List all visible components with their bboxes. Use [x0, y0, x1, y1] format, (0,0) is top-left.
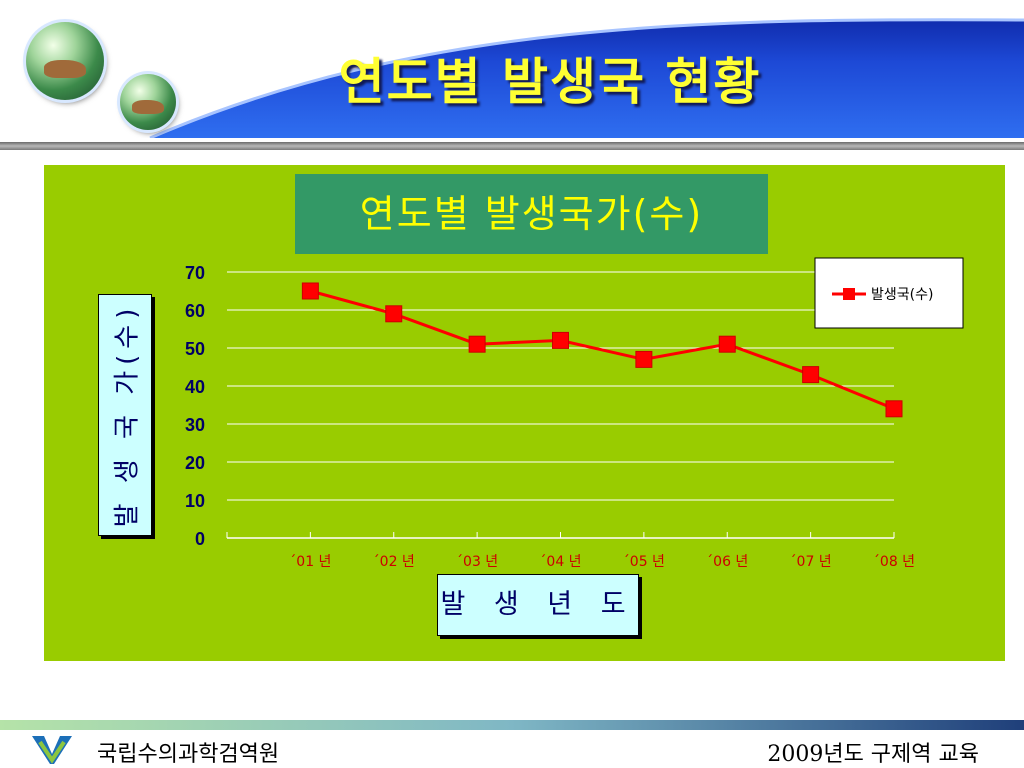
x-tick-label: ´04 년 — [539, 554, 581, 570]
cattle-orb-large-icon — [26, 22, 104, 100]
data-point — [468, 335, 486, 353]
legend-label: 발생국(수) — [871, 287, 933, 303]
organization-name: 국립수의과학검역원 — [97, 742, 280, 767]
x-tick-label: ´06 년 — [706, 554, 748, 570]
data-point — [301, 282, 319, 300]
x-tick-label: ´01 년 — [289, 554, 331, 570]
chart-legend: 발생국(수) — [814, 257, 964, 329]
data-point — [718, 335, 736, 353]
slide-title: 연도별 발생국 현황 — [338, 52, 762, 111]
footer-bar — [0, 720, 1024, 730]
y-axis-label: 발 생 국 가(수) — [112, 302, 143, 528]
data-point — [885, 400, 903, 418]
x-tick-label: ´03 년 — [456, 554, 498, 570]
chart-grid — [227, 271, 894, 501]
x-tick-label: ´05 년 — [623, 554, 665, 570]
y-tick-label: 10 — [185, 491, 205, 511]
y-axis-label-box: 발 생 국 가(수) — [98, 294, 152, 536]
data-point — [635, 350, 653, 368]
x-tick-label: ´02 년 — [373, 554, 415, 570]
y-tick-label: 0 — [195, 529, 205, 549]
y-tick-label: 40 — [185, 377, 205, 397]
chart-series — [301, 282, 903, 418]
x-tick-label: ´07 년 — [790, 554, 832, 570]
data-point — [802, 366, 820, 384]
education-label: 2009년도 구제역 교육 — [767, 742, 979, 767]
y-tick-label: 70 — [185, 263, 205, 283]
cattle-orb-small-icon — [120, 74, 176, 130]
v-logo-icon — [32, 736, 72, 764]
y-tick-label: 50 — [185, 339, 205, 359]
header-decoration — [0, 0, 1024, 138]
x-axis-label: 발 생 년 도 — [437, 574, 639, 636]
chart-axes: 0 10 20 30 40 50 60 70 ´01 년 ´02 년 ´03 년 ´04 년 ´05 년… — [185, 263, 915, 570]
x-tick-label: ´08 년 — [873, 554, 915, 570]
series-line — [309, 289, 895, 411]
y-tick-label: 20 — [185, 453, 205, 473]
y-tick-label: 60 — [185, 301, 205, 321]
chart-title: 연도별 발생국가(수) — [295, 174, 768, 254]
legend-marker — [843, 288, 855, 300]
y-tick-label: 30 — [185, 415, 205, 435]
data-point — [385, 305, 403, 323]
slide-header: 연도별 발생국 현황 — [0, 0, 1024, 138]
header-separator — [0, 142, 1024, 150]
data-point — [552, 331, 569, 349]
